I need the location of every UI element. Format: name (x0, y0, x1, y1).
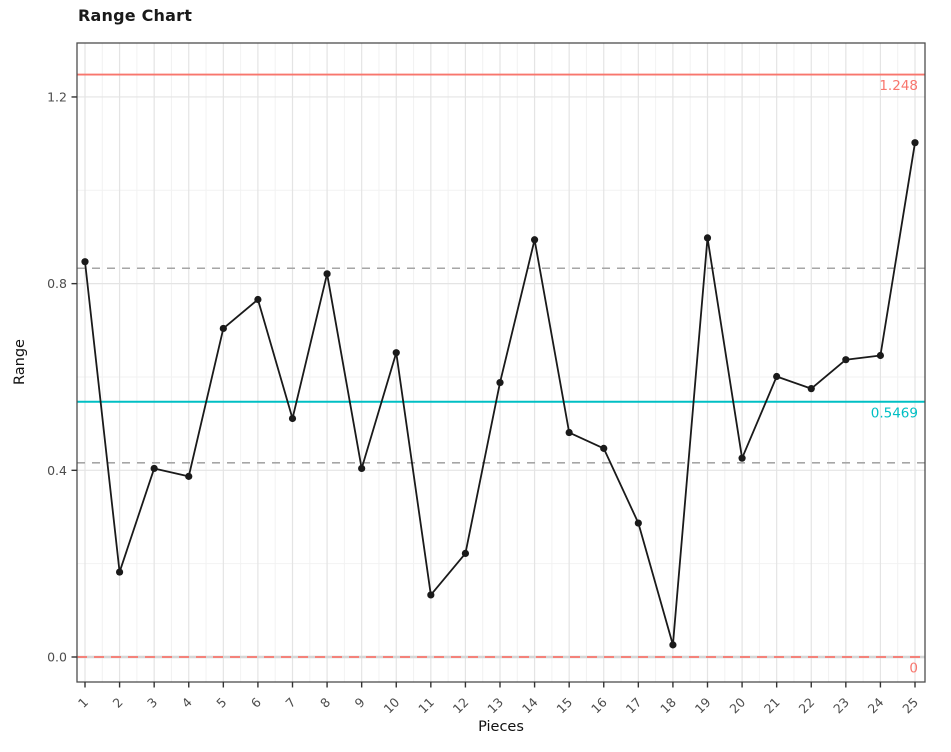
ucl-value-label: 1.248 (879, 78, 918, 94)
x-tick-label: 25 (899, 695, 921, 717)
x-tick-label: 20 (726, 694, 748, 716)
x-tick-label: 16 (588, 694, 610, 716)
data-point (565, 428, 573, 437)
x-tick-label: 3 (144, 695, 160, 711)
data-point (461, 549, 470, 557)
data-point (81, 258, 89, 266)
data-point (773, 372, 781, 381)
lcl-value-label: 0 (909, 661, 918, 677)
x-tick-label: 12 (450, 695, 472, 717)
data-point (496, 378, 504, 387)
x-tick-label: 24 (865, 694, 887, 716)
data-point (911, 139, 919, 147)
center-value-label: 0.5469 (871, 405, 918, 421)
x-tick-label: 9 (352, 694, 368, 710)
y-tick-label: 1.2 (47, 89, 67, 104)
y-axis-title: Range (12, 339, 28, 385)
data-point (842, 356, 850, 364)
data-point (392, 349, 400, 357)
data-point (358, 464, 366, 473)
x-tick-label: 13 (484, 695, 506, 717)
x-tick-label: 15 (553, 695, 575, 717)
data-point (288, 414, 297, 423)
x-tick-label: 19 (692, 694, 714, 716)
data-point (876, 351, 885, 360)
data-point (669, 641, 677, 649)
x-tick-label: 4 (179, 694, 195, 710)
x-tick-label: 18 (657, 694, 679, 716)
data-point (634, 519, 642, 527)
x-tick-label: 10 (381, 694, 403, 716)
plot-panel (77, 43, 925, 682)
data-point (530, 236, 539, 244)
data-point (807, 385, 815, 393)
x-tick-label: 22 (796, 695, 818, 717)
data-point (219, 324, 227, 333)
x-tick-label: 14 (519, 694, 541, 716)
x-tick-label: 23 (830, 695, 852, 717)
data-point (115, 568, 124, 576)
x-tick-label: 17 (623, 695, 645, 717)
chart-title: Range Chart (78, 6, 193, 25)
data-point (323, 270, 331, 278)
x-tick-label: 6 (248, 694, 264, 710)
data-point (738, 454, 746, 462)
data-point (600, 444, 608, 452)
x-tick-label: 21 (761, 695, 783, 717)
x-tick-label: 11 (415, 695, 437, 717)
data-point (185, 472, 193, 480)
x-tick-label: 7 (282, 695, 298, 711)
data-point (150, 464, 158, 473)
x-tick-label: 1 (75, 695, 91, 711)
y-tick-label: 0.0 (47, 650, 67, 665)
x-axis-title: Pieces (478, 719, 524, 735)
x-tick-label: 2 (109, 695, 125, 711)
x-tick-label: 5 (213, 695, 229, 711)
data-point (703, 234, 712, 242)
data-point (254, 295, 262, 304)
panel-border (76, 42, 926, 683)
x-tick-label: 8 (317, 694, 333, 710)
y-tick-label: 0.4 (47, 463, 67, 478)
data-point (427, 591, 435, 599)
y-tick-label: 0.8 (47, 276, 67, 291)
